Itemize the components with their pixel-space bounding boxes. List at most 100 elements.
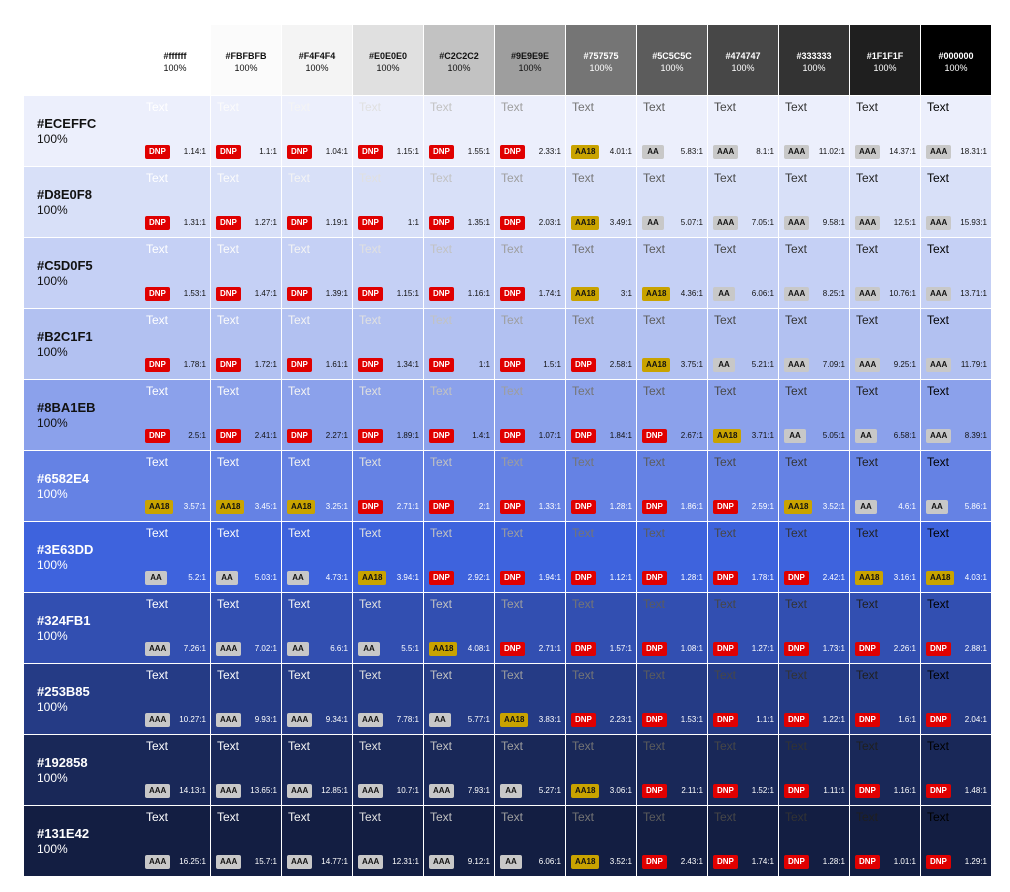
wcag-rating-badge: AA18 <box>784 500 813 514</box>
contrast-ratio: 5.2:1 <box>188 573 206 582</box>
contrast-ratio: 1.35:1 <box>467 218 490 227</box>
contrast-cell: Text DNP 1.19:1 <box>282 167 353 238</box>
sample-text: Text <box>927 455 950 469</box>
contrast-ratio: 9.12:1 <box>467 857 490 866</box>
contrast-cell: Text AA 5.05:1 <box>779 380 850 451</box>
contrast-ratio: 9.34:1 <box>325 715 348 724</box>
contrast-cell: Text AAA 7.02:1 <box>211 593 282 664</box>
sample-text: Text <box>359 739 382 753</box>
contrast-ratio: 1.4:1 <box>472 431 490 440</box>
contrast-cell: Text DNP 1.11:1 <box>779 735 850 806</box>
sample-text: Text <box>288 668 311 682</box>
wcag-rating-badge: AA <box>287 571 309 585</box>
contrast-cell: Text AA18 3.25:1 <box>282 451 353 522</box>
sample-text: Text <box>785 526 808 540</box>
row-opacity: 100% <box>37 842 68 856</box>
sample-text: Text <box>856 739 879 753</box>
sample-text: Text <box>785 384 808 398</box>
wcag-rating-badge: AA18 <box>571 287 600 301</box>
wcag-rating-badge: AA18 <box>216 500 245 514</box>
wcag-rating-badge: DNP <box>642 784 667 798</box>
wcag-rating-badge: DNP <box>713 500 738 514</box>
contrast-ratio: 1.27:1 <box>254 218 277 227</box>
sample-text: Text <box>430 810 453 824</box>
wcag-rating-badge: AA18 <box>571 145 600 159</box>
wcag-rating-badge: DNP <box>429 500 454 514</box>
wcag-rating-badge: AA18 <box>571 855 600 869</box>
contrast-ratio: 4.03:1 <box>964 573 987 582</box>
contrast-ratio: 3.45:1 <box>254 502 277 511</box>
contrast-ratio: 5.86:1 <box>964 502 987 511</box>
row-hex: #B2C1F1 <box>37 329 93 344</box>
wcag-rating-badge: AAA <box>145 855 171 869</box>
wcag-rating-badge: AA <box>287 642 309 656</box>
wcag-rating-badge: DNP <box>571 500 596 514</box>
wcag-rating-badge: DNP <box>500 216 525 230</box>
contrast-cell: Text AA 5.21:1 <box>708 309 779 380</box>
row-header: #324FB1 100% <box>24 593 140 664</box>
contrast-cell: Text AAA 8.25:1 <box>779 238 850 309</box>
sample-text: Text <box>572 313 595 327</box>
sample-text: Text <box>643 597 666 611</box>
contrast-cell: Text AA18 3.57:1 <box>140 451 211 522</box>
sample-text: Text <box>785 242 808 256</box>
contrast-cell: Text AAA 16.25:1 <box>140 806 211 877</box>
column-opacity: 100% <box>163 63 187 73</box>
wcag-rating-badge: DNP <box>784 784 809 798</box>
sample-text: Text <box>288 242 311 256</box>
contrast-cell: Text DNP 1.48:1 <box>921 735 992 806</box>
wcag-rating-badge: DNP <box>713 784 738 798</box>
sample-text: Text <box>714 384 737 398</box>
column-header: #000000 100% <box>921 25 991 95</box>
column-header: #757575 100% <box>566 25 636 95</box>
sample-text: Text <box>146 668 169 682</box>
contrast-ratio: 2.41:1 <box>254 431 277 440</box>
contrast-cell: Text AAA 8.39:1 <box>921 380 992 451</box>
contrast-ratio: 1.72:1 <box>254 360 277 369</box>
column-opacity: 100% <box>660 63 684 73</box>
contrast-ratio: 3.75:1 <box>680 360 703 369</box>
sample-text: Text <box>217 597 240 611</box>
contrast-ratio: 3.52:1 <box>609 857 632 866</box>
wcag-rating-badge: AA18 <box>287 500 316 514</box>
contrast-cell: Text DNP 2.26:1 <box>850 593 921 664</box>
sample-text: Text <box>572 526 595 540</box>
contrast-ratio: 12.5:1 <box>893 218 916 227</box>
contrast-cell: Text AAA 7.05:1 <box>708 167 779 238</box>
wcag-rating-badge: DNP <box>216 358 241 372</box>
contrast-ratio: 1.16:1 <box>893 786 916 795</box>
column-hex: #1F1F1F <box>866 51 904 61</box>
contrast-ratio: 4.6:1 <box>898 502 916 511</box>
wcag-rating-badge: DNP <box>287 358 312 372</box>
contrast-cell: Text AA18 3:1 <box>566 238 637 309</box>
contrast-cell: Text AA18 3.94:1 <box>353 522 424 593</box>
wcag-rating-badge: AAA <box>855 145 881 159</box>
contrast-cell: Text DNP 2.23:1 <box>566 664 637 735</box>
contrast-cell: Text DNP 1.72:1 <box>211 309 282 380</box>
contrast-cell: Text DNP 1.4:1 <box>424 380 495 451</box>
column-hex: #E0E0E0 <box>368 51 408 61</box>
wcag-rating-badge: DNP <box>713 713 738 727</box>
row-hex: #C5D0F5 <box>37 258 93 273</box>
sample-text: Text <box>785 171 808 185</box>
wcag-rating-badge: DNP <box>500 642 525 656</box>
contrast-ratio: 9.25:1 <box>893 360 916 369</box>
wcag-rating-badge: DNP <box>642 429 667 443</box>
contrast-ratio: 8.39:1 <box>964 431 987 440</box>
sample-text: Text <box>785 100 808 114</box>
contrast-cell: Text DNP 2.33:1 <box>495 96 566 167</box>
contrast-cell: Text DNP 1.28:1 <box>779 806 850 877</box>
contrast-ratio: 2.67:1 <box>680 431 703 440</box>
contrast-cell: Text DNP 2.27:1 <box>282 380 353 451</box>
wcag-rating-badge: AAA <box>429 784 455 798</box>
wcag-rating-badge: DNP <box>713 642 738 656</box>
contrast-ratio: 2.42:1 <box>822 573 845 582</box>
contrast-cell: Text DNP 1.35:1 <box>424 167 495 238</box>
contrast-ratio: 12.85:1 <box>321 786 348 795</box>
row-header: #B2C1F1 100% <box>24 309 140 380</box>
contrast-ratio: 1.01:1 <box>893 857 916 866</box>
sample-text: Text <box>643 526 666 540</box>
wcag-rating-badge: DNP <box>429 287 454 301</box>
wcag-rating-badge: AA <box>358 642 380 656</box>
row-opacity: 100% <box>37 132 68 146</box>
